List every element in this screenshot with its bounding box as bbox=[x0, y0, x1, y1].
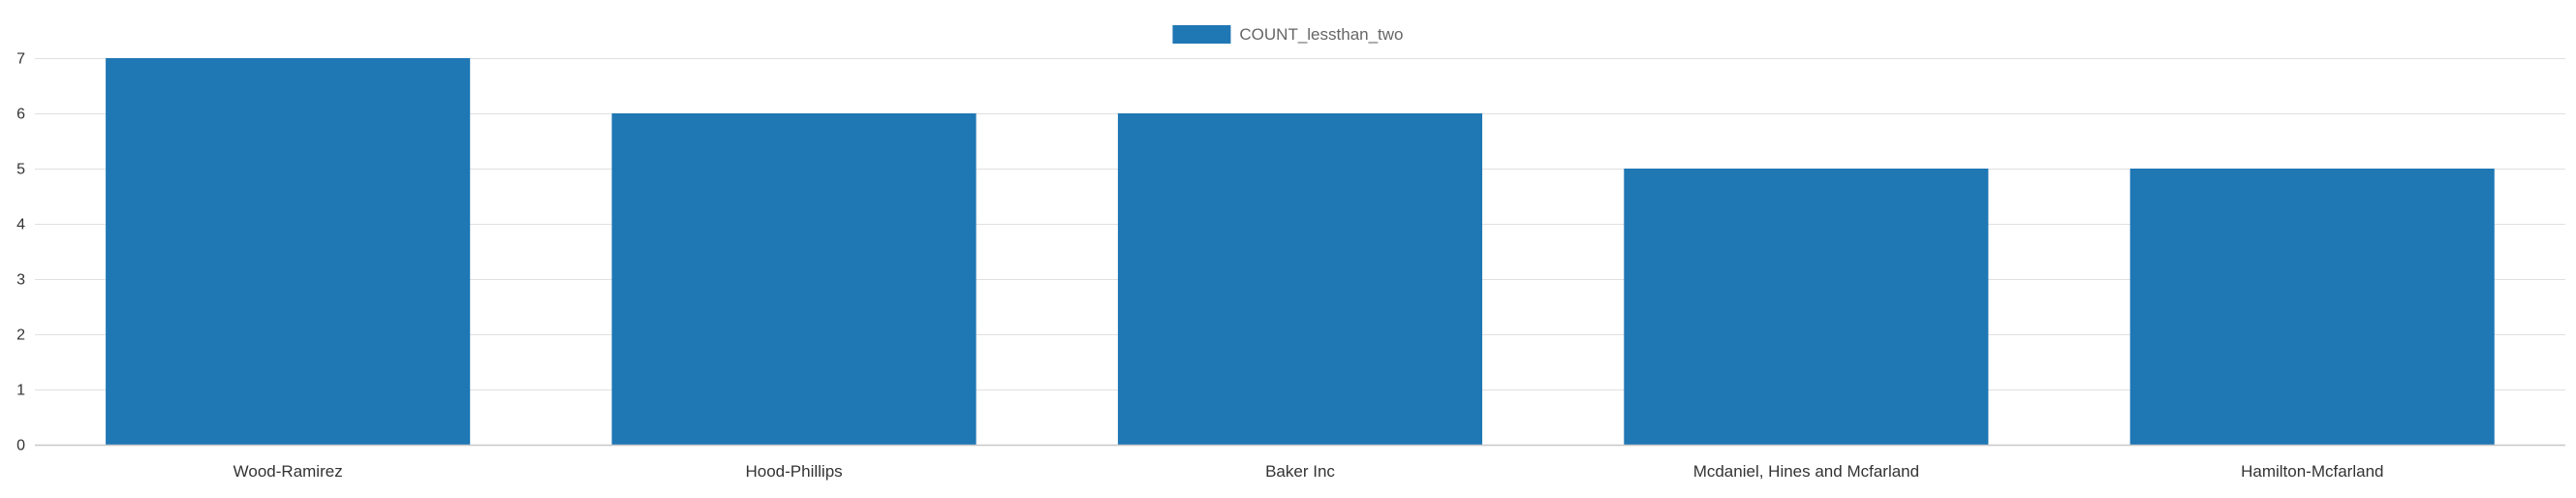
axes: 0 1 2 3 4 5 6 7 Wood-Ramirez Hood-Phillips Baker I… bbox=[16, 51, 2565, 481]
bar[interactable] bbox=[106, 58, 471, 445]
y-tick-label: 1 bbox=[16, 383, 25, 399]
bar[interactable] bbox=[1624, 169, 1989, 445]
x-tick-label: Hamilton-Mcfarland bbox=[2241, 462, 2383, 481]
bar[interactable] bbox=[1117, 113, 1482, 445]
bars bbox=[106, 58, 2495, 445]
bar[interactable] bbox=[2129, 169, 2495, 445]
bar[interactable] bbox=[611, 113, 977, 445]
y-tick-label: 0 bbox=[16, 438, 25, 454]
x-tick-label: Mcdaniel, Hines and Mcfarland bbox=[1693, 462, 1919, 481]
y-tick-label: 5 bbox=[16, 162, 25, 178]
x-tick-label: Hood-Phillips bbox=[746, 462, 843, 481]
legend-label: COUNT_lessthan_two bbox=[1239, 25, 1403, 44]
y-tick-label: 6 bbox=[16, 107, 25, 123]
y-tick-label: 3 bbox=[16, 272, 25, 289]
x-tick-label: Wood-Ramirez bbox=[233, 462, 343, 481]
y-tick-label: 2 bbox=[16, 327, 25, 344]
y-tick-label: 4 bbox=[16, 217, 25, 233]
y-tick-label: 7 bbox=[16, 51, 25, 68]
legend-swatch[interactable] bbox=[1172, 25, 1231, 44]
legend[interactable]: COUNT_lessthan_two bbox=[1172, 25, 1404, 44]
x-tick-label: Baker Inc bbox=[1265, 462, 1335, 481]
